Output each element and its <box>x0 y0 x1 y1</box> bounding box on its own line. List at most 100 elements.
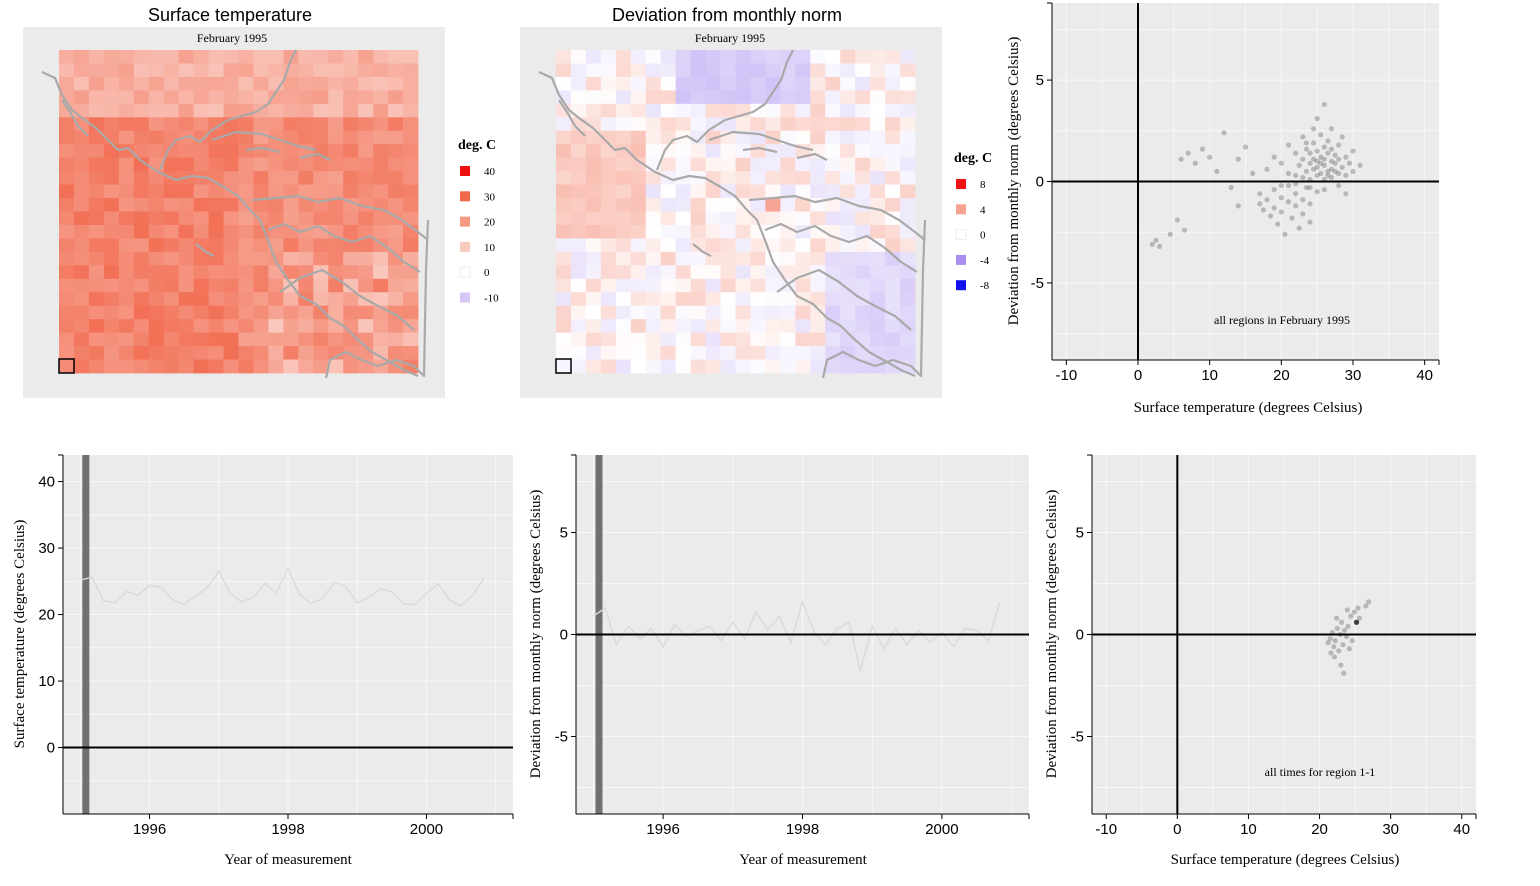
map-cell <box>388 117 404 132</box>
map-cell <box>373 144 389 159</box>
map-cell <box>825 251 841 266</box>
scatter-annotation: all times for region 1-1 <box>1265 765 1376 779</box>
map-cell <box>705 157 721 172</box>
legend-label: 20 <box>484 217 496 229</box>
map-cell <box>313 319 329 334</box>
map-cell <box>600 305 617 320</box>
map-cell <box>810 184 826 199</box>
map-grid-cells[interactable] <box>59 50 419 374</box>
map-cell <box>373 359 389 374</box>
map-cell <box>298 117 314 132</box>
map-cell <box>118 157 135 172</box>
map-cell <box>118 50 135 64</box>
map-cell <box>238 238 254 253</box>
map-cell <box>660 211 677 226</box>
map-cell <box>358 265 374 280</box>
map-cell <box>735 144 751 159</box>
map-cell <box>298 305 314 320</box>
map-cell <box>298 198 314 212</box>
map-cell <box>825 332 841 347</box>
map-cell <box>600 198 617 212</box>
map-cell <box>118 130 135 145</box>
map-cell <box>885 238 901 253</box>
map-cell <box>343 359 359 374</box>
map-cell <box>660 332 677 347</box>
map-cell <box>59 346 75 360</box>
map-cell <box>705 346 721 360</box>
map-cell <box>885 76 901 91</box>
map-cell <box>268 157 284 172</box>
map-cell <box>88 292 105 307</box>
map-cell <box>780 265 796 280</box>
map-cell <box>585 346 602 360</box>
map-cell <box>780 90 796 105</box>
map-cell <box>88 144 105 159</box>
map-cell <box>328 130 344 145</box>
map-cell <box>615 184 632 199</box>
map-cell <box>193 198 209 212</box>
map-cell <box>268 171 284 185</box>
map-cell <box>193 144 209 159</box>
map-cell <box>178 50 195 64</box>
map-cell <box>208 157 224 172</box>
map-cell <box>103 184 120 199</box>
map-cell <box>615 292 632 307</box>
map-cell <box>59 211 75 226</box>
map-cell <box>358 305 374 320</box>
map-cell <box>103 332 120 347</box>
scatter-point <box>1181 227 1188 233</box>
map-cell <box>59 184 75 199</box>
map-cell <box>885 198 901 212</box>
map-cell <box>253 144 269 159</box>
map-cell <box>885 171 901 185</box>
map-cell <box>645 63 662 78</box>
scatter-point <box>1314 148 1320 154</box>
scatter-point <box>1336 648 1342 654</box>
map-cell <box>750 144 766 159</box>
map-cell <box>615 319 632 334</box>
map-cell <box>223 359 239 374</box>
legend-swatch <box>460 241 470 252</box>
x-tick-label: 10 <box>1201 367 1218 384</box>
map-cell <box>253 90 269 105</box>
map-cell <box>615 198 632 212</box>
scatter-point <box>1264 166 1270 172</box>
map-cell <box>900 76 916 91</box>
map-cell <box>118 251 135 266</box>
map-cell <box>556 292 572 307</box>
scatter-point <box>1321 156 1327 162</box>
x-axis-label: Surface temperature (degrees Celsius) <box>1134 400 1363 416</box>
map-cell <box>780 130 796 145</box>
map-cell <box>403 144 419 159</box>
map-cell <box>148 292 165 307</box>
map-cell <box>795 130 811 145</box>
scatter-point <box>1303 184 1310 191</box>
map-cell <box>735 130 751 145</box>
y-tick-label: 0 <box>1076 627 1084 644</box>
map-cell <box>358 63 374 78</box>
map-cell <box>840 130 856 145</box>
map-cell <box>163 90 180 105</box>
map-cell <box>615 144 632 159</box>
scatter-point <box>1199 146 1206 152</box>
map-cell <box>750 63 766 78</box>
scatter-point <box>1339 134 1345 140</box>
map-grid-cells[interactable] <box>556 50 916 374</box>
scatter-point <box>1257 201 1263 207</box>
map-cell <box>193 184 209 199</box>
scatter-point <box>1303 140 1310 146</box>
map-cell <box>735 319 751 334</box>
map-cell <box>720 305 736 320</box>
map-cell <box>268 50 284 64</box>
map-cell <box>148 211 165 226</box>
map-subtitle: February 1995 <box>695 31 765 45</box>
scatter-point <box>1310 156 1317 162</box>
map-cell <box>73 130 90 145</box>
map-cell <box>298 332 314 347</box>
map-cell <box>133 144 150 159</box>
scatter-point <box>1293 150 1299 156</box>
map-cell <box>358 346 374 360</box>
map-title: Surface temperature <box>148 5 312 25</box>
map-cell <box>825 346 841 360</box>
map-cell <box>660 319 677 334</box>
